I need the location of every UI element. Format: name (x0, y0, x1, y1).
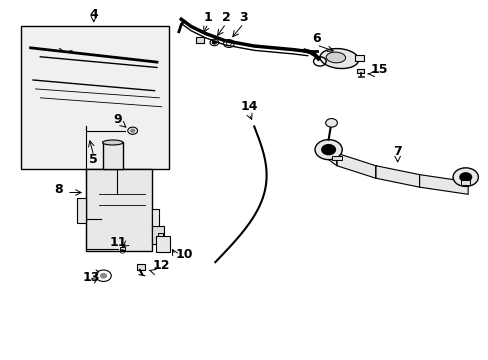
Bar (102, 143, 122, 169)
Bar (355, 55, 364, 62)
Circle shape (130, 129, 134, 132)
Ellipse shape (102, 140, 122, 145)
Text: 13: 13 (82, 271, 100, 284)
Bar (119, 247, 125, 250)
Bar (86, 169, 152, 251)
Bar (136, 264, 145, 270)
Circle shape (459, 173, 470, 181)
Bar (460, 180, 469, 185)
Circle shape (452, 168, 477, 186)
Text: 8: 8 (54, 183, 63, 195)
Polygon shape (336, 153, 375, 178)
Text: 12: 12 (152, 258, 169, 271)
Bar (357, 76, 363, 77)
Circle shape (325, 118, 337, 127)
Text: 9: 9 (114, 113, 122, 126)
Circle shape (101, 274, 106, 278)
Text: 5: 5 (89, 153, 98, 166)
Circle shape (321, 145, 335, 155)
Text: 1: 1 (203, 11, 212, 24)
Text: 10: 10 (175, 248, 193, 261)
Text: 7: 7 (392, 145, 401, 158)
Circle shape (212, 41, 216, 44)
Bar (331, 156, 341, 160)
Polygon shape (324, 144, 336, 166)
Text: 2: 2 (221, 11, 230, 24)
Bar (196, 37, 203, 43)
Polygon shape (419, 175, 467, 194)
Bar (156, 236, 169, 252)
Bar (152, 226, 164, 244)
Bar (21, 26, 169, 169)
Bar (77, 198, 86, 223)
Text: 3: 3 (239, 11, 247, 24)
Bar (357, 69, 364, 73)
Ellipse shape (319, 49, 358, 68)
Text: 4: 4 (89, 9, 98, 22)
Circle shape (314, 140, 342, 159)
Bar (152, 208, 159, 230)
Text: 6: 6 (311, 32, 320, 45)
Text: 15: 15 (370, 63, 387, 76)
Bar (158, 233, 163, 236)
Polygon shape (375, 166, 419, 187)
Text: 11: 11 (109, 237, 126, 249)
Ellipse shape (325, 52, 345, 63)
Text: 14: 14 (240, 100, 258, 113)
